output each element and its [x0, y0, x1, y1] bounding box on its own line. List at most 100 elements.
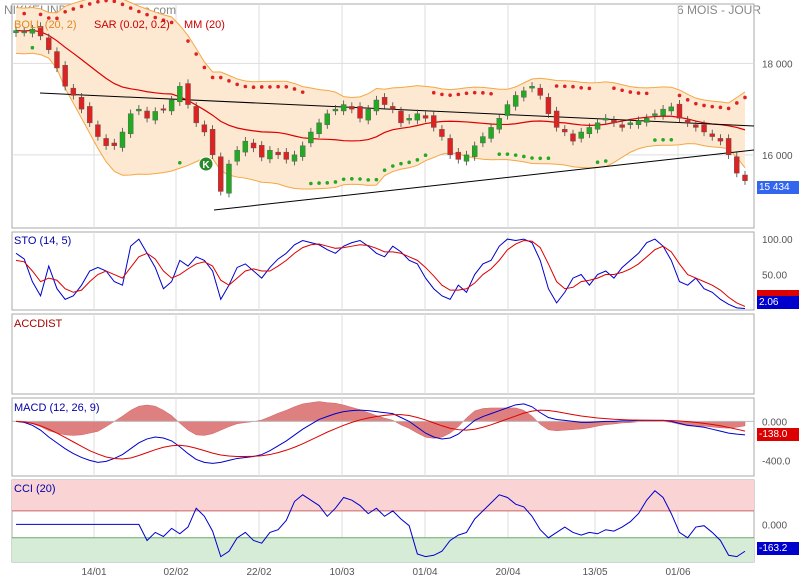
sar-dot	[456, 92, 461, 97]
sar-dot	[587, 86, 592, 91]
x-tick-label: 22/02	[246, 567, 271, 578]
series-line	[15, 403, 746, 464]
sar-dot	[743, 95, 747, 100]
candle-body	[13, 30, 19, 34]
bollinger-lower	[15, 52, 746, 190]
sar-dot	[636, 91, 641, 95]
sar-dot	[497, 152, 502, 156]
candle-body	[603, 118, 609, 121]
sar-dot	[128, 6, 133, 10]
sar-dot	[96, 0, 100, 4]
sar-dot	[22, 11, 26, 16]
sar-dot	[472, 90, 477, 95]
sar-dot	[153, 15, 158, 20]
mm-label: MM (20)	[184, 19, 225, 31]
candle-body	[439, 129, 445, 137]
x-tick-label: 20/04	[495, 567, 520, 578]
sar-dot	[325, 181, 330, 185]
x-tick-label: 10/03	[329, 567, 354, 578]
sar-dot	[251, 85, 256, 90]
sar-dot	[399, 161, 403, 166]
candle-body	[414, 113, 421, 121]
candle-body	[545, 97, 552, 114]
series-line	[15, 409, 746, 460]
candle-body	[46, 37, 52, 50]
boll-label: BOLL (20, 2)	[14, 19, 77, 31]
sar-dot	[644, 91, 649, 96]
sar-dot	[661, 138, 665, 142]
candle-body	[447, 138, 453, 156]
sar-dot	[30, 45, 35, 50]
candle-body	[398, 110, 404, 124]
candle-body	[431, 115, 437, 128]
candle-body	[373, 99, 380, 112]
candle-body	[586, 127, 593, 135]
candle-body	[578, 131, 584, 139]
candle-body	[381, 97, 388, 105]
sar-dot	[735, 101, 739, 105]
candle-body	[742, 174, 748, 181]
candle-body	[21, 31, 27, 34]
sar-dot	[366, 178, 371, 182]
candle-body	[87, 106, 93, 124]
resistance-trendline	[39, 92, 755, 127]
sar-dot	[178, 160, 182, 165]
panel-frame	[11, 397, 755, 477]
candle-body	[234, 150, 240, 162]
macd-value-badge: -138.0	[757, 428, 799, 441]
sar-dot	[382, 168, 387, 173]
sar-dot	[431, 90, 436, 95]
candle-body	[635, 120, 642, 125]
sar-dot	[390, 164, 395, 168]
candle-body	[127, 113, 134, 135]
sar-dot	[333, 180, 338, 184]
candle-body	[308, 131, 314, 144]
candle-body	[594, 122, 601, 130]
sar-dot	[677, 93, 682, 98]
sar-dot	[259, 85, 264, 89]
candle-body	[316, 122, 322, 135]
candle-body	[103, 138, 109, 146]
candle-body	[717, 138, 724, 142]
sar-dot	[227, 79, 231, 83]
panel-frame	[11, 3, 755, 229]
sar-dot	[317, 181, 321, 185]
candle-body	[168, 99, 175, 112]
candle-body	[488, 127, 494, 139]
y-tick-label: 0.000	[762, 520, 787, 531]
y-tick-label: 0.000	[762, 417, 787, 428]
sar-dot	[423, 153, 428, 158]
sar-dot	[554, 84, 559, 88]
x-tick-label: 14/01	[81, 567, 106, 578]
candle-body	[701, 124, 707, 133]
candle-body	[324, 113, 330, 125]
candle-body	[422, 115, 429, 119]
series-line	[15, 239, 746, 307]
candle-body	[259, 145, 265, 158]
sar-dot	[538, 156, 543, 161]
sar-dot	[87, 2, 92, 6]
y-tick-label: 16 000	[762, 151, 793, 162]
panel-frame	[11, 231, 755, 311]
sar-dot	[653, 138, 657, 142]
candle-body	[734, 156, 740, 174]
candle-body	[177, 86, 183, 103]
sar-dot	[694, 101, 698, 106]
series-line	[15, 238, 746, 310]
sar-dot	[145, 12, 149, 17]
last-price-badge: 15 434	[757, 181, 799, 194]
candle-body	[406, 118, 412, 121]
sar-dot	[235, 82, 239, 87]
sar-dot	[63, 9, 67, 14]
candle-body	[29, 28, 36, 34]
candle-body	[62, 65, 68, 87]
panel-frame	[11, 313, 755, 395]
candle-body	[275, 151, 281, 156]
candle-body	[521, 90, 527, 98]
period-label[interactable]: 6 MOIS - JOUR	[677, 3, 762, 17]
candle-body	[349, 106, 355, 110]
candle-body	[619, 124, 625, 128]
sar-dot	[603, 159, 608, 163]
x-tick-label: 01/06	[665, 567, 690, 578]
candle-body	[144, 110, 150, 119]
